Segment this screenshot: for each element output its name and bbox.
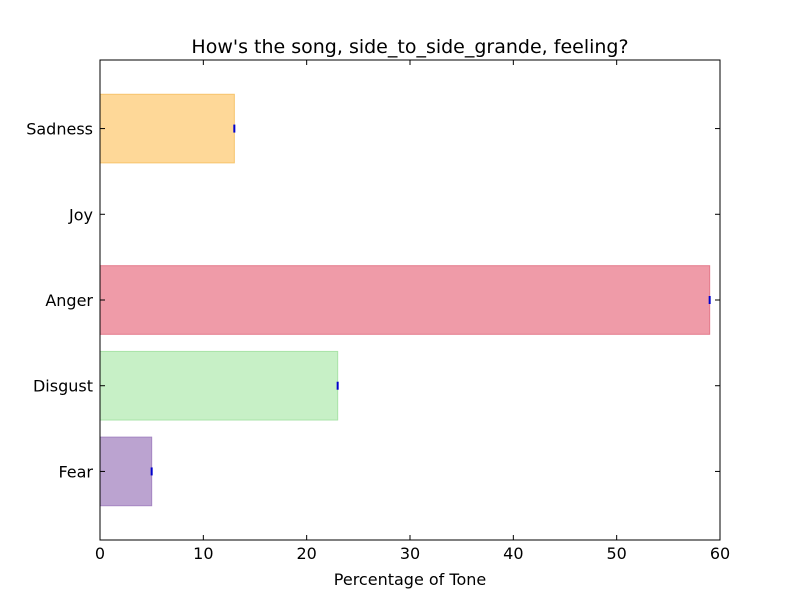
bar-anger <box>99 265 711 335</box>
y-tick-label-anger: Anger <box>45 291 93 310</box>
x-tick-label-40: 40 <box>503 544 523 563</box>
x-tick-label-50: 50 <box>606 544 626 563</box>
x-tick-label-60: 60 <box>710 544 730 563</box>
y-tick-label-sadness: Sadness <box>26 120 93 139</box>
bar-fear <box>99 436 153 507</box>
x-tick-label-10: 10 <box>193 544 213 563</box>
x-tick-label-30: 30 <box>400 544 420 563</box>
y-tick-label-disgust: Disgust <box>33 377 93 396</box>
chart-title: How's the song, side_to_side_grande, fee… <box>191 36 628 58</box>
bars-layer <box>99 93 711 507</box>
ticks-layer: Fear Disgust Anger Joy Sadness 0 10 20 30 40 50 60 <box>26 60 730 563</box>
y-tick-label-fear: Fear <box>58 462 93 481</box>
bar-disgust <box>99 350 339 421</box>
y-tick-label-joy: Joy <box>68 205 93 224</box>
x-tick-label-20: 20 <box>296 544 316 563</box>
x-axis-label: Percentage of Tone <box>334 570 486 589</box>
x-tick-label-0: 0 <box>95 544 105 563</box>
bar-sadness <box>99 93 235 164</box>
